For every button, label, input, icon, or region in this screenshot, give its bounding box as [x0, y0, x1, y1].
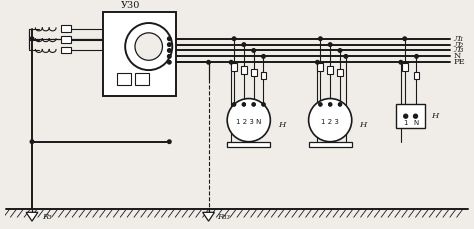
Circle shape — [252, 103, 255, 106]
Bar — [241, 66, 247, 74]
Bar — [396, 104, 425, 128]
Circle shape — [252, 49, 255, 52]
Circle shape — [338, 103, 341, 106]
Circle shape — [309, 98, 352, 142]
Text: H: H — [431, 112, 438, 120]
Polygon shape — [26, 212, 38, 221]
Text: 1: 1 — [403, 120, 408, 126]
Circle shape — [30, 140, 34, 143]
Circle shape — [328, 43, 332, 46]
Bar — [62, 46, 71, 53]
Circle shape — [30, 37, 34, 41]
Circle shape — [319, 37, 322, 41]
Circle shape — [338, 49, 342, 52]
Text: PE: PE — [454, 58, 465, 66]
Bar — [227, 142, 270, 147]
Bar — [251, 69, 256, 76]
Circle shape — [229, 60, 233, 64]
Circle shape — [399, 60, 402, 64]
Bar — [135, 73, 149, 85]
Text: Л₁: Л₁ — [454, 35, 464, 43]
Text: Л₃: Л₃ — [454, 46, 464, 55]
Circle shape — [167, 60, 171, 64]
Text: H: H — [360, 121, 367, 129]
Circle shape — [167, 37, 171, 41]
Text: R₃₃: R₃₃ — [218, 213, 230, 221]
Circle shape — [328, 103, 332, 106]
Circle shape — [413, 114, 418, 118]
Bar — [337, 69, 343, 76]
Circle shape — [252, 103, 255, 106]
Bar — [261, 72, 266, 79]
Circle shape — [167, 49, 171, 52]
Circle shape — [338, 103, 341, 106]
Circle shape — [125, 23, 172, 70]
Circle shape — [319, 103, 322, 106]
Text: H: H — [278, 121, 285, 129]
Circle shape — [344, 55, 347, 58]
Circle shape — [207, 60, 210, 64]
Circle shape — [403, 37, 407, 41]
Circle shape — [167, 43, 171, 46]
Bar — [318, 63, 323, 71]
Circle shape — [227, 98, 270, 142]
Circle shape — [135, 33, 163, 60]
Circle shape — [242, 43, 246, 46]
Bar — [102, 12, 176, 95]
Circle shape — [233, 103, 236, 106]
Bar — [118, 73, 131, 85]
Text: Л₂: Л₂ — [454, 41, 464, 49]
Circle shape — [262, 103, 265, 106]
Circle shape — [262, 55, 265, 58]
Circle shape — [316, 60, 319, 64]
Text: 1 2 3 N: 1 2 3 N — [236, 119, 262, 125]
Text: N: N — [413, 120, 418, 126]
Bar — [402, 63, 408, 71]
Text: R₃: R₃ — [42, 213, 52, 221]
Text: N: N — [454, 52, 461, 60]
Circle shape — [233, 103, 236, 106]
Circle shape — [328, 103, 332, 106]
Bar — [309, 142, 352, 147]
Circle shape — [232, 37, 236, 41]
Bar — [62, 36, 71, 43]
Circle shape — [242, 103, 246, 106]
Bar — [231, 63, 237, 71]
Polygon shape — [203, 212, 214, 221]
Bar — [327, 66, 333, 74]
Circle shape — [262, 103, 265, 106]
Circle shape — [404, 114, 408, 118]
Circle shape — [167, 140, 171, 143]
Circle shape — [167, 55, 171, 58]
Bar — [62, 25, 71, 32]
Circle shape — [415, 55, 418, 58]
Circle shape — [242, 103, 246, 106]
Bar — [413, 72, 419, 79]
Circle shape — [319, 103, 322, 106]
Text: У30: У30 — [120, 1, 140, 10]
Text: 1 2 3: 1 2 3 — [321, 119, 339, 125]
